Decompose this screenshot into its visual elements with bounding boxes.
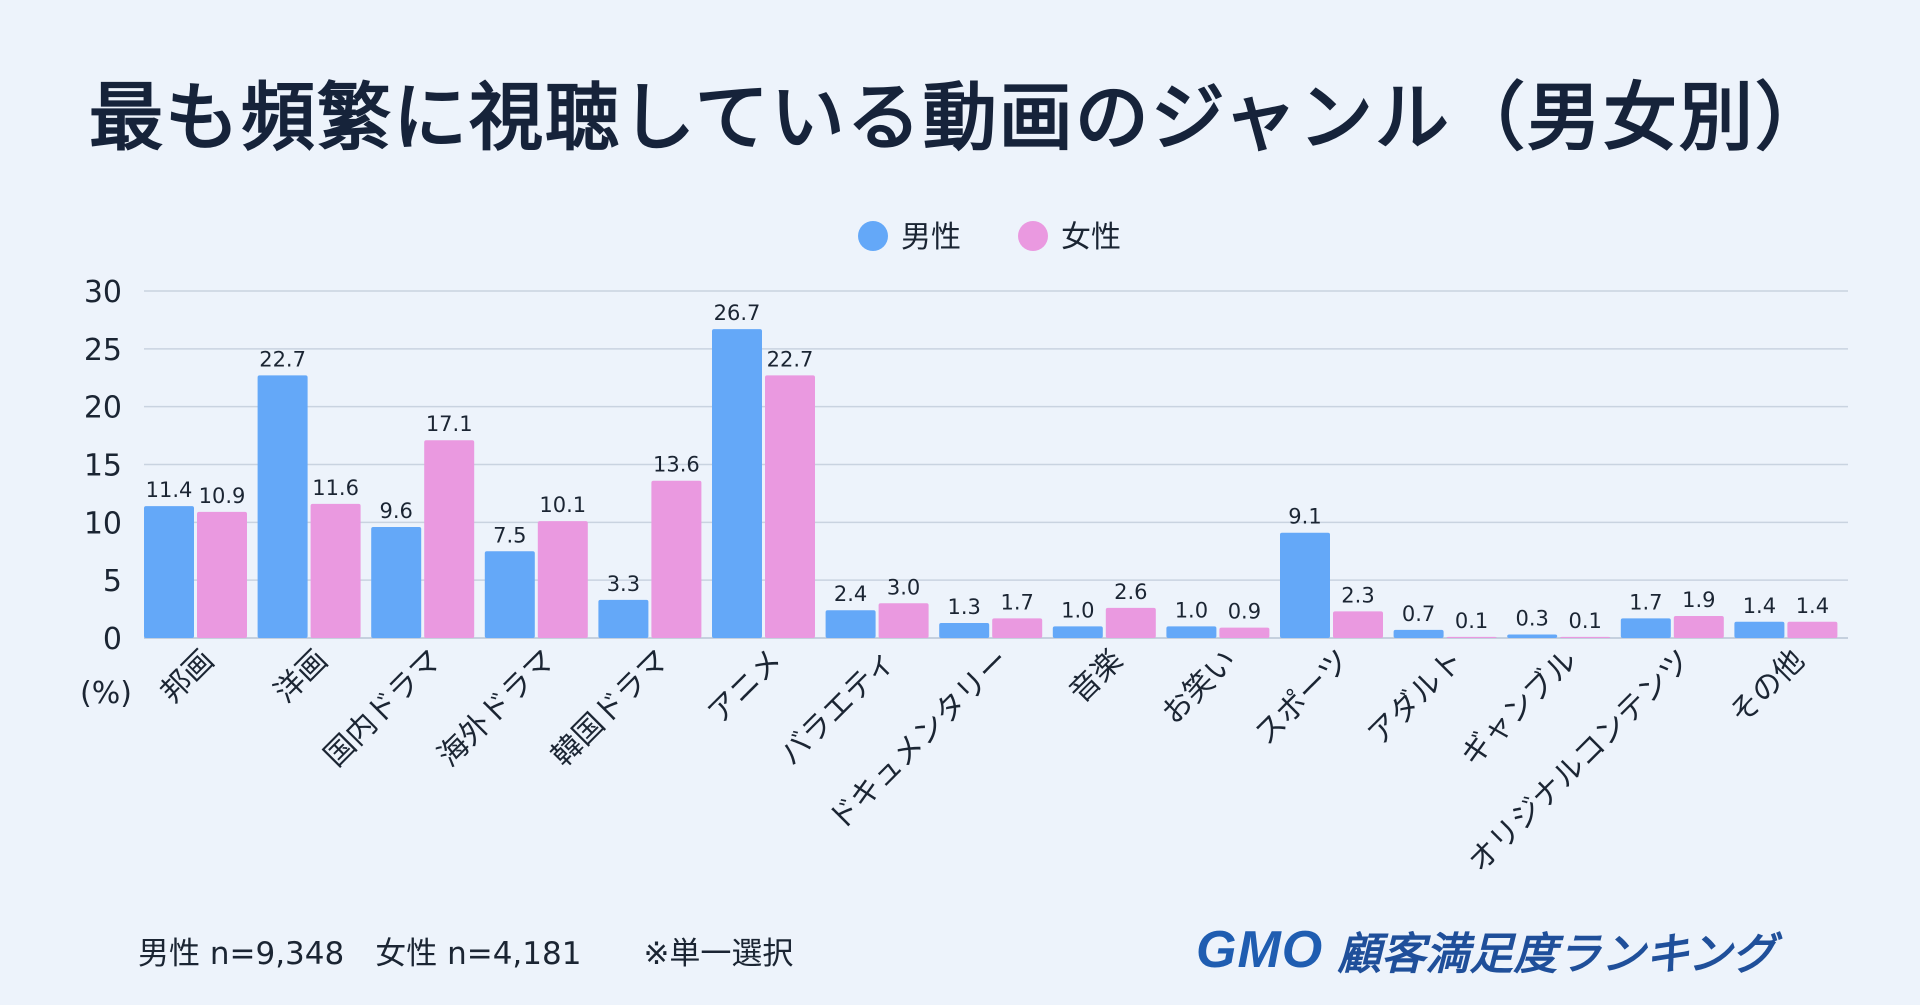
data-label: 7.5 [493,523,526,547]
bar [651,480,702,638]
data-label: 22.7 [259,347,306,371]
bar [1507,634,1558,638]
logo-text: 顧客満足度ランキング [1337,929,1776,980]
bar [1446,636,1497,638]
y-axis-unit: (%) [80,676,132,711]
data-label: 0.1 [1568,609,1601,633]
data-label: 1.4 [1743,594,1776,618]
bar [1219,627,1270,638]
x-tick-label: 音楽 [1063,643,1130,710]
bar [1166,626,1217,638]
x-tick-label: オリジナルコンテンツ [1461,643,1697,879]
data-label: 3.3 [607,572,640,596]
data-label: 22.7 [767,347,814,371]
x-tick-label: 国内ドラマ [318,643,449,774]
sample-size-note: 男性 n=9,348 女性 n=4,181 ※単一選択 [138,936,794,972]
bar [1105,607,1156,638]
data-label: 9.6 [379,499,412,523]
bar [712,329,762,638]
data-label: 1.0 [1061,598,1094,622]
x-tick-label: スポーツ [1248,643,1357,752]
logo-brand: GMO [1196,921,1324,979]
bar [939,622,990,638]
data-label: 2.6 [1114,580,1147,604]
y-tick-label: 15 [84,449,122,484]
bar [1620,618,1671,638]
data-label: 10.1 [539,493,586,517]
data-label: 0.7 [1402,602,1435,626]
x-tick-label: 海外ドラマ [431,643,562,774]
y-tick-label: 10 [84,506,122,541]
bar [1052,626,1103,638]
data-label: 1.0 [1175,598,1208,622]
chart-title: 最も頻繁に視聴している動画のジャンル（男女別） [88,75,1832,161]
data-label: 9.1 [1288,505,1321,529]
bar [1333,611,1383,638]
data-label: 1.4 [1796,594,1829,618]
data-label: 11.4 [146,478,193,502]
data-label: 26.7 [714,301,761,325]
legend-swatch [1018,221,1048,251]
y-tick-label: 5 [103,564,122,599]
x-tick-label: アダルト [1361,643,1471,753]
bar [484,551,535,638]
x-tick-label: お笑い [1155,643,1243,731]
x-tick-label: 洋画 [268,643,335,710]
y-tick-label: 0 [103,622,122,657]
x-tick-label: 邦画 [154,643,221,710]
bar [1787,621,1838,638]
bar [992,618,1043,638]
bar [1673,616,1724,638]
y-tick-label: 30 [84,275,122,310]
data-label: 1.7 [1000,590,1033,614]
y-tick-label: 20 [84,391,122,426]
bar [1734,621,1785,638]
bar [144,506,194,638]
legend-swatch [858,221,888,251]
data-label: 11.6 [312,476,359,500]
bar [197,511,247,638]
data-label: 13.6 [653,453,700,477]
legend-label: 女性 [1061,220,1121,255]
data-label: 10.9 [199,484,246,508]
data-label: 1.9 [1682,588,1715,612]
data-label: 3.0 [887,575,920,599]
bar [310,503,361,638]
bar [257,375,308,638]
data-label: 2.3 [1341,583,1374,607]
legend-label: 男性 [901,220,961,255]
data-label: 17.1 [426,412,473,436]
bar [598,599,649,638]
bar [765,375,815,638]
bar [825,610,876,638]
x-tick-label: アニメ [701,643,789,731]
data-label: 0.9 [1228,600,1261,624]
bar [1280,532,1330,638]
bar [537,521,588,638]
bar [878,603,929,638]
bar [371,526,422,638]
x-tick-label: 韓国ドラマ [545,643,676,774]
gmo-logo: GMO 顧客満足度ランキング [1196,918,1776,982]
bar [424,440,475,638]
data-label: 2.4 [834,582,867,606]
y-tick-label: 25 [84,333,122,368]
data-label: 0.3 [1515,607,1548,631]
data-label: 1.7 [1629,590,1662,614]
data-label: 1.3 [947,595,980,619]
bar [1393,629,1444,638]
bar [1560,636,1611,638]
x-tick-label: その他 [1723,643,1811,731]
data-label: 0.1 [1455,609,1488,633]
